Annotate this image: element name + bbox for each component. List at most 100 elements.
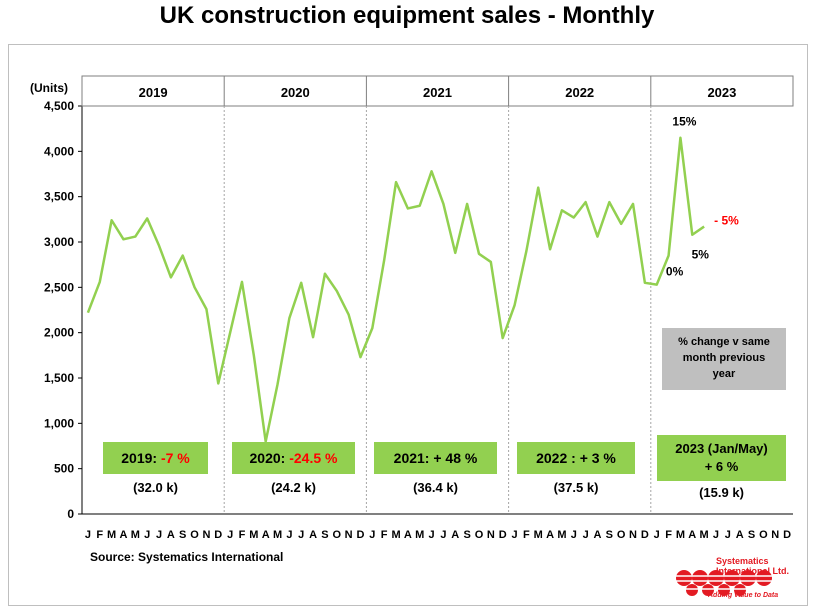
month-tick-label: J (144, 529, 150, 541)
y-tick-label: 4,000 (44, 144, 74, 158)
year-summary-bg (657, 435, 786, 481)
chart-frame (8, 44, 808, 606)
year-summary-total: (15.9 k) (699, 485, 744, 500)
month-tick-label: O (332, 529, 341, 541)
y-tick-label: 3,500 (44, 190, 74, 204)
month-tick-label: F (239, 529, 246, 541)
month-tick-label: A (451, 529, 459, 541)
month-tick-label: N (487, 529, 495, 541)
month-tick-label: M (557, 529, 566, 541)
year-summary-label: 2020: (250, 450, 290, 466)
year-summary-change: -24.5 % (289, 450, 338, 466)
year-label: 2023 (707, 85, 736, 100)
year-summary-change: -7 % (161, 450, 190, 466)
month-tick-label: F (96, 529, 103, 541)
month-tick-label: S (748, 529, 755, 541)
year-label: 2019 (139, 85, 168, 100)
month-tick-label: D (214, 529, 222, 541)
year-summary-text: 2021: + 48 % (394, 450, 478, 466)
month-tick-label: S (606, 529, 613, 541)
month-tick-label: O (475, 529, 484, 541)
y-tick-label: 1,500 (44, 371, 74, 385)
y-tick-label: 0 (67, 507, 74, 521)
year-label: 2022 (565, 85, 594, 100)
month-tick-label: F (523, 529, 530, 541)
month-tick-label: D (356, 529, 364, 541)
month-tick-label: A (546, 529, 554, 541)
logo-company-name: Systematics International Ltd. (716, 556, 789, 576)
month-tick-label: J (511, 529, 517, 541)
change-box-bg (662, 328, 786, 390)
change-box-line: % change v same (678, 336, 770, 348)
year-summary-bg (517, 442, 635, 474)
year-summary-total: (24.2 k) (271, 480, 316, 495)
month-tick-label: D (499, 529, 507, 541)
month-tick-label: J (583, 529, 589, 541)
month-tick-label: A (593, 529, 601, 541)
source-note: Source: Systematics International (90, 550, 284, 564)
year-label: 2020 (281, 85, 310, 100)
month-tick-label: J (713, 529, 719, 541)
annotation-apr2023: - 5% (714, 214, 739, 228)
month-tick-label: M (107, 529, 116, 541)
month-tick-label: A (119, 529, 127, 541)
month-tick-label: S (463, 529, 470, 541)
y-tick-label: 2,000 (44, 326, 74, 340)
change-box-line: year (713, 368, 736, 380)
year-summary-text: 2019: -7 % (121, 450, 190, 466)
year-label: 2021 (423, 85, 452, 100)
month-tick-label: J (725, 529, 731, 541)
year-summary-change: + 3 % (580, 450, 617, 466)
month-tick-label: M (391, 529, 400, 541)
month-tick-label: S (321, 529, 328, 541)
year-summary-box (657, 435, 786, 481)
month-tick-label: N (771, 529, 779, 541)
year-summary-label: 2023 (Jan/May) (675, 441, 768, 456)
year-summary-box: 2019: -7 % (103, 442, 208, 474)
month-tick-label: D (783, 529, 791, 541)
month-tick-label: J (429, 529, 435, 541)
year-summary-bg (232, 442, 355, 474)
month-tick-label: J (286, 529, 292, 541)
year-summary-change: + 48 % (433, 450, 478, 466)
y-tick-label: 2,500 (44, 280, 74, 294)
year-summary-label: 2019: (121, 450, 161, 466)
month-tick-label: O (759, 529, 768, 541)
month-tick-label: A (688, 529, 696, 541)
year-summary-label: 2022 : (536, 450, 580, 466)
y-tick-label: 3,000 (44, 235, 74, 249)
month-tick-label: A (309, 529, 317, 541)
month-tick-label: M (534, 529, 543, 541)
month-tick-label: J (227, 529, 233, 541)
year-summary-box: 2022 : + 3 % (517, 442, 635, 474)
month-tick-label: J (440, 529, 446, 541)
year-summary-change: + 6 % (705, 459, 739, 474)
month-tick-label: F (381, 529, 388, 541)
month-tick-label: N (629, 529, 637, 541)
month-tick-label: O (617, 529, 626, 541)
month-tick-label: N (345, 529, 353, 541)
year-summary-bg (374, 442, 497, 474)
y-axis-label: (Units) (30, 81, 68, 95)
year-band (81, 75, 794, 107)
annotation-jan2023: 0% (666, 265, 684, 279)
year-summary-total: (36.4 k) (413, 480, 458, 495)
year-summary-box: 2021: + 48 % (374, 442, 497, 474)
month-tick-label: M (415, 529, 424, 541)
month-tick-label: J (85, 529, 91, 541)
month-tick-label: J (654, 529, 660, 541)
change-box (662, 328, 786, 390)
month-tick-label: A (262, 529, 270, 541)
sales-line (86, 136, 705, 443)
annotation-feb2023: 15% (672, 115, 696, 129)
month-tick-label: J (369, 529, 375, 541)
year-summary-label: 2021: (394, 450, 434, 466)
month-tick-label: A (736, 529, 744, 541)
y-tick-label: 4,500 (44, 99, 74, 113)
annotation-mar2023: 5% (692, 248, 710, 262)
month-tick-label: O (190, 529, 199, 541)
month-tick-label: J (298, 529, 304, 541)
month-tick-label: M (131, 529, 140, 541)
month-tick-label: S (179, 529, 186, 541)
year-summary-total: (37.5 k) (554, 480, 599, 495)
